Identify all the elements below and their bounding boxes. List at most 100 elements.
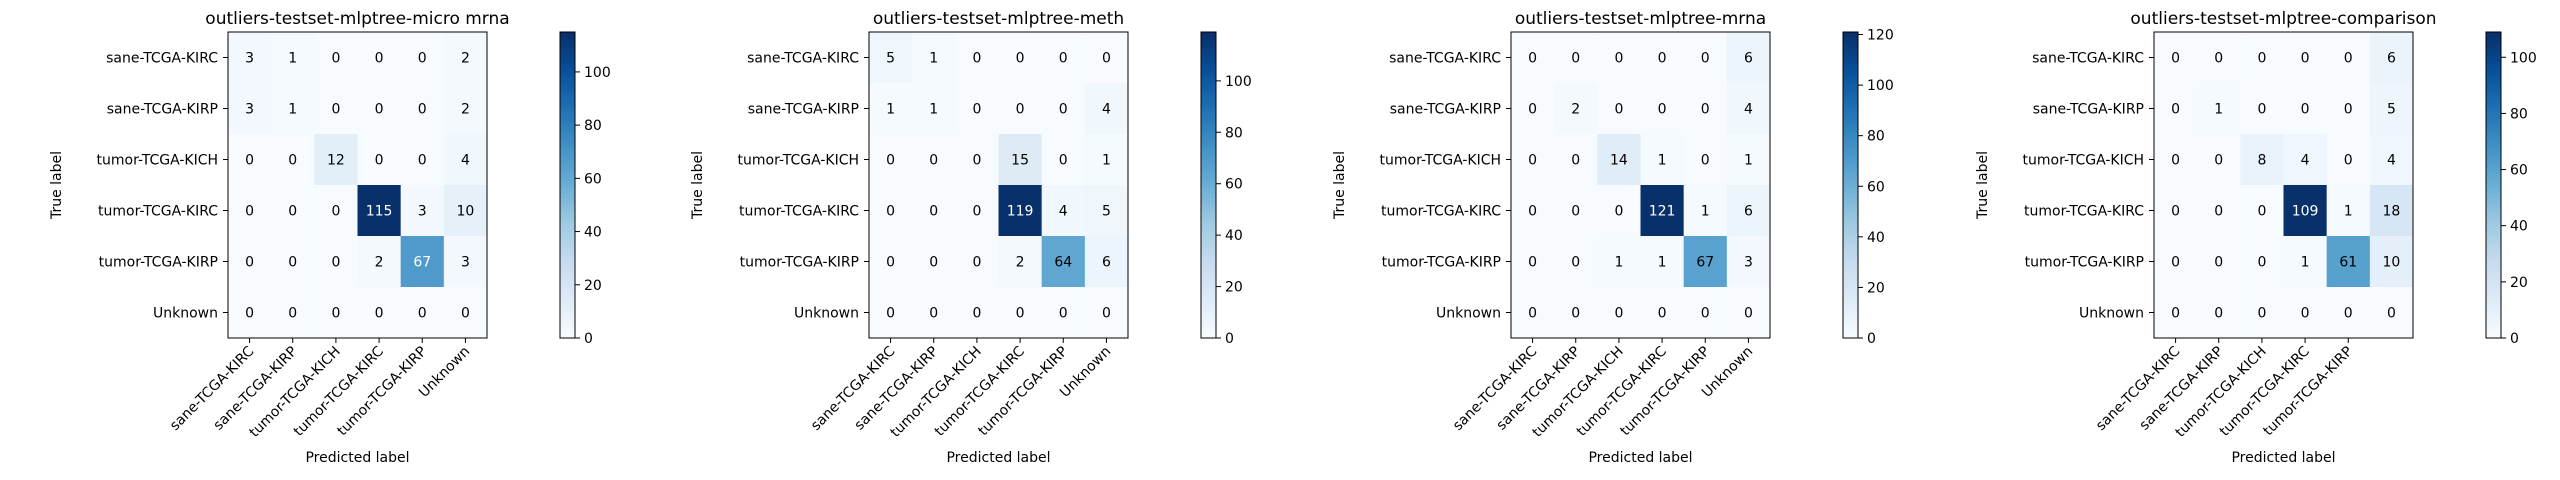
colorbar-segment bbox=[1201, 103, 1216, 107]
heatmap-cell bbox=[2240, 185, 2284, 237]
heatmap-cell bbox=[1554, 185, 1598, 237]
cell-value-label: 0 bbox=[972, 51, 981, 67]
cell-value-label: 5 bbox=[886, 51, 895, 67]
colorbar-segment bbox=[560, 200, 575, 204]
heatmap-cell bbox=[1640, 83, 1685, 135]
cell-value-label: 0 bbox=[2214, 204, 2223, 220]
colorbar-segment bbox=[1843, 182, 1858, 186]
cell-value-label: 0 bbox=[886, 204, 895, 220]
y-tick-label: tumor-TCGA-KIRP bbox=[99, 255, 218, 271]
colorbar-segment bbox=[2486, 98, 2501, 102]
colorbar-segment bbox=[2486, 105, 2501, 110]
colorbar-segment bbox=[2486, 320, 2501, 324]
colorbar-segment bbox=[1201, 279, 1216, 283]
colorbar-segment bbox=[560, 156, 575, 161]
colorbar-segment bbox=[2486, 159, 2501, 163]
colorbar-segment bbox=[560, 162, 575, 166]
heatmap-cell bbox=[271, 134, 315, 186]
heatmap-cell bbox=[400, 32, 445, 84]
cell-value-label: 4 bbox=[1102, 102, 1111, 118]
colorbar-segment bbox=[560, 332, 575, 337]
colorbar-segment bbox=[1843, 320, 1858, 324]
colorbar-segment bbox=[560, 274, 575, 278]
colorbar-segment bbox=[2486, 276, 2501, 280]
colorbar-segment bbox=[560, 327, 575, 331]
colorbar-segment bbox=[560, 174, 575, 178]
heatmap-cell bbox=[2326, 185, 2371, 237]
cell-value-label: 3 bbox=[245, 102, 254, 118]
colorbar-segment bbox=[1201, 111, 1216, 115]
colorbar-segment bbox=[560, 172, 575, 176]
colorbar-segment bbox=[560, 116, 575, 120]
colorbar-segment bbox=[1843, 118, 1858, 122]
heatmap-cell bbox=[357, 236, 402, 288]
colorbar-segment bbox=[1201, 325, 1216, 329]
cell-value-label: 0 bbox=[1059, 306, 1068, 322]
heatmap-cell bbox=[1640, 287, 1685, 339]
colorbar-segment bbox=[1201, 80, 1216, 84]
cell-value-label: 0 bbox=[1528, 306, 1537, 322]
colorbar-segment bbox=[2486, 42, 2501, 46]
colorbar-segment bbox=[560, 88, 575, 92]
colorbar-segment bbox=[1201, 190, 1216, 194]
heatmap-cell bbox=[998, 83, 1043, 135]
cell-value-label: 15 bbox=[1011, 153, 1029, 169]
colorbar-segment bbox=[560, 169, 575, 173]
colorbar-segment bbox=[1201, 100, 1216, 104]
colorbar-segment bbox=[1201, 205, 1216, 209]
colorbar-segment bbox=[560, 207, 575, 212]
colorbar-segment bbox=[560, 185, 575, 189]
colorbar-segment bbox=[2486, 246, 2501, 250]
heatmap-cell bbox=[357, 32, 402, 84]
colorbar-segment bbox=[2486, 141, 2501, 145]
colorbar-segment bbox=[1843, 60, 1858, 64]
colorbar-segment bbox=[1843, 195, 1858, 199]
colorbar-segment bbox=[2486, 297, 2501, 301]
heatmap-cell bbox=[2197, 236, 2241, 288]
y-tick-label: tumor-TCGA-KICH bbox=[97, 153, 218, 169]
cell-value-label: 4 bbox=[461, 153, 470, 169]
colorbar-segment bbox=[560, 266, 575, 270]
colorbar-segment bbox=[1201, 123, 1216, 127]
colorbar-segment bbox=[1843, 121, 1858, 125]
colorbar-segment bbox=[1843, 202, 1858, 206]
colorbar-segment bbox=[560, 248, 575, 252]
cell-value-label: 6 bbox=[1744, 204, 1753, 220]
colorbar-segment bbox=[560, 187, 575, 191]
colorbar-segment bbox=[1201, 251, 1216, 255]
colorbar-segment bbox=[1843, 80, 1858, 84]
heatmap-cell bbox=[2369, 185, 2414, 237]
colorbar-segment bbox=[2486, 289, 2501, 293]
cell-value-label: 6 bbox=[1102, 255, 1111, 271]
heatmap-cell bbox=[998, 134, 1043, 186]
cell-value-label: 0 bbox=[2171, 306, 2180, 322]
cell-value-label: 1 bbox=[929, 51, 938, 67]
heatmap-cell bbox=[1084, 185, 1129, 237]
cell-value-label: 2 bbox=[461, 51, 470, 67]
heatmap-cell bbox=[869, 32, 913, 84]
colorbar-segment bbox=[1201, 75, 1216, 79]
y-tick-label: tumor-TCGA-KIRC bbox=[739, 204, 859, 220]
colorbar-segment bbox=[2486, 236, 2501, 240]
colorbar-segment bbox=[1843, 141, 1858, 145]
colorbar-segment bbox=[1201, 289, 1216, 293]
colorbar-segment bbox=[2486, 37, 2501, 41]
cell-value-label: 0 bbox=[331, 204, 340, 220]
colorbar-segment bbox=[560, 190, 575, 194]
colorbar-segment bbox=[560, 309, 575, 314]
cell-value-label: 0 bbox=[972, 153, 981, 169]
cell-value-label: 0 bbox=[288, 255, 297, 271]
colorbar-segment bbox=[2486, 95, 2501, 99]
colorbar-segment bbox=[1843, 312, 1858, 316]
heatmap-cell bbox=[1511, 134, 1555, 186]
cell-value-label: 4 bbox=[2387, 153, 2396, 169]
cell-value-label: 10 bbox=[2383, 255, 2401, 271]
cell-value-label: 67 bbox=[413, 255, 431, 271]
colorbar-tick-label: 100 bbox=[2510, 50, 2537, 66]
colorbar-segment bbox=[560, 98, 575, 102]
heatmap-cell bbox=[357, 185, 402, 237]
heatmap-cell bbox=[1511, 83, 1555, 135]
colorbar-segment bbox=[560, 253, 575, 257]
